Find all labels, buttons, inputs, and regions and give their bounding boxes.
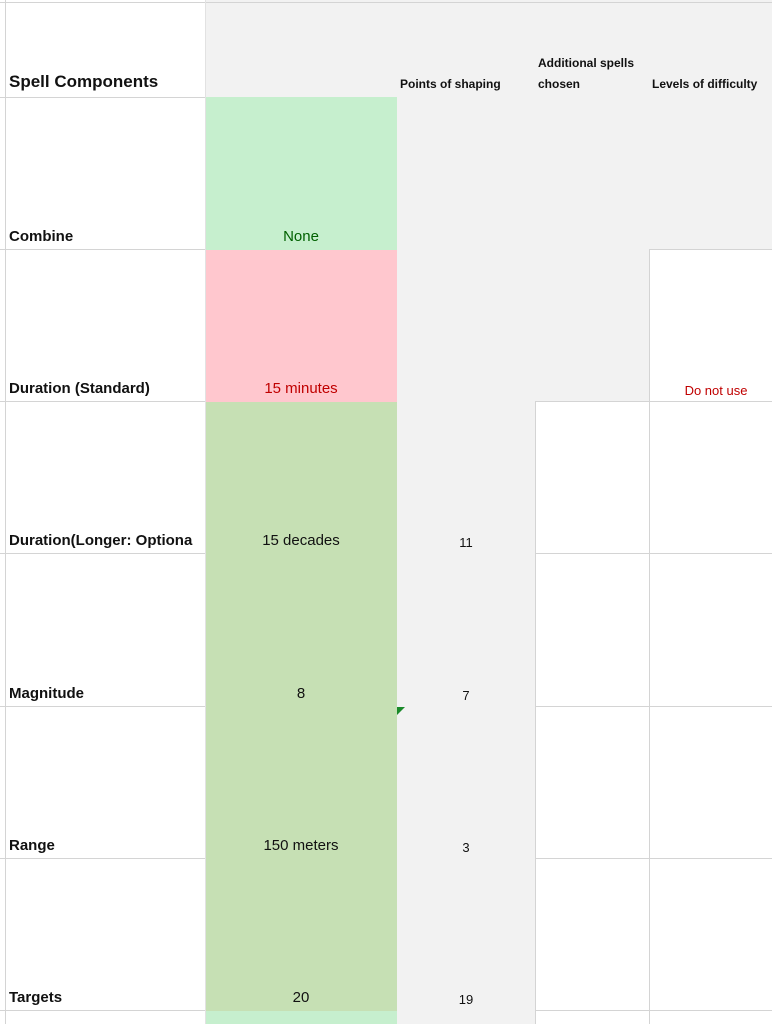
header-fill	[205, 0, 772, 97]
comment-indicator-icon[interactable]	[397, 707, 405, 715]
row-label-duration-standard[interactable]: Duration (Standard)	[9, 380, 150, 397]
value-cell-next[interactable]	[205, 1011, 397, 1024]
grid-line	[535, 402, 536, 1024]
row-label-magnitude[interactable]: Magnitude	[9, 685, 84, 702]
row-difficulty-duration-standard[interactable]: Do not use	[684, 383, 748, 398]
grid-line	[649, 250, 650, 1024]
grid-line	[0, 553, 205, 554]
grid-line	[649, 249, 772, 250]
row-value-magnitude[interactable]: 8	[296, 685, 306, 702]
row-label-range[interactable]: Range	[9, 837, 55, 854]
value-cell-duration-standard[interactable]	[205, 250, 397, 402]
grid-line	[535, 706, 772, 707]
row-label-duration-longer-text: Duration(Longer: Optiona	[9, 532, 193, 549]
grid-line	[535, 401, 772, 402]
header-levels-of-difficulty: Levels of difficulty	[652, 77, 758, 91]
value-cell-combine[interactable]	[205, 97, 397, 250]
sheet-title: Spell Components	[9, 72, 159, 91]
row-label-duration-longer[interactable]: Duration(Longer: Optiona	[9, 532, 205, 550]
header-points-of-shaping: Points of shaping	[400, 77, 501, 91]
grid-line	[0, 1010, 205, 1011]
row-label-targets[interactable]: Targets	[9, 989, 63, 1006]
grid-line	[535, 1010, 772, 1011]
grid-line	[535, 553, 772, 554]
header-additional-spells-line2: chosen	[538, 77, 581, 91]
gray-block-fill-2	[535, 250, 649, 402]
row-points-magnitude[interactable]: 7	[462, 688, 470, 703]
header-additional-spells-line1: Additional spells	[538, 56, 635, 70]
value-cell-green-block[interactable]	[205, 402, 397, 1011]
grid-line	[0, 97, 205, 98]
row-points-range[interactable]: 3	[462, 840, 470, 855]
gray-block-fill	[535, 97, 772, 250]
grid-line	[535, 858, 772, 859]
grid-line	[0, 2, 772, 3]
row-value-targets[interactable]: 20	[292, 989, 310, 1006]
row-value-range[interactable]: 150 meters	[263, 837, 339, 854]
row-value-combine[interactable]: None	[283, 228, 319, 245]
row-label-combine[interactable]: Combine	[9, 228, 74, 245]
grid-line	[0, 858, 205, 859]
grid-line	[0, 401, 205, 402]
grid-line	[0, 249, 205, 250]
grid-line	[5, 0, 6, 1024]
row-value-duration-longer[interactable]: 15 decades	[262, 532, 340, 549]
gray-column-fill	[397, 97, 535, 1024]
row-value-duration-standard[interactable]: 15 minutes	[264, 380, 338, 397]
grid-line	[0, 706, 205, 707]
row-points-targets[interactable]: 19	[458, 992, 474, 1007]
row-points-duration-longer[interactable]: 11	[459, 535, 473, 550]
grid-line	[205, 0, 206, 1024]
